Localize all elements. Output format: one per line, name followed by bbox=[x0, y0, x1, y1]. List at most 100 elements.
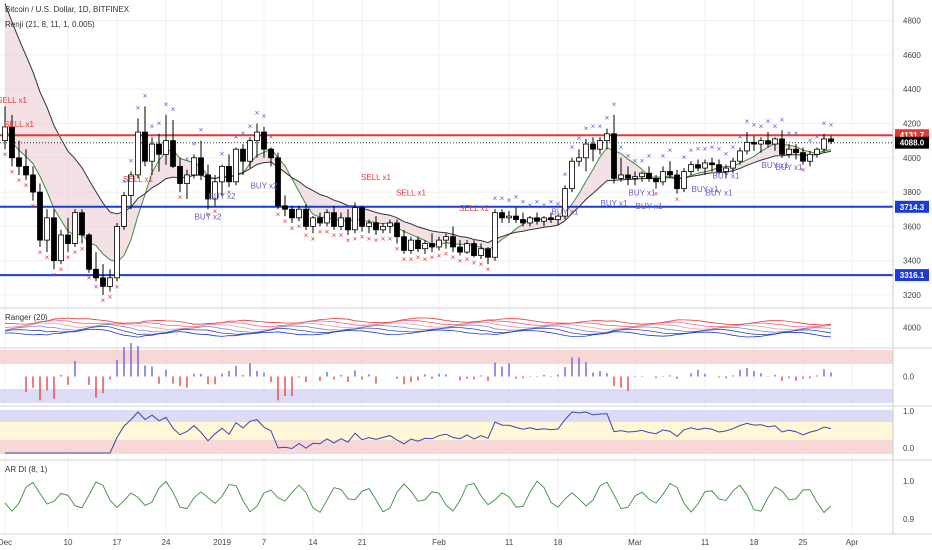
candle[interactable] bbox=[296, 205, 302, 222]
candle[interactable] bbox=[345, 209, 351, 235]
candle[interactable] bbox=[471, 240, 477, 258]
candle[interactable] bbox=[177, 157, 183, 193]
candle[interactable] bbox=[562, 185, 568, 220]
candle[interactable] bbox=[506, 210, 512, 223]
candle[interactable] bbox=[429, 233, 435, 253]
candle[interactable] bbox=[303, 204, 309, 230]
candle[interactable] bbox=[597, 137, 603, 155]
candle[interactable] bbox=[520, 212, 526, 227]
candle[interactable] bbox=[373, 216, 379, 235]
candle[interactable] bbox=[709, 157, 715, 172]
candle[interactable] bbox=[310, 216, 316, 234]
candle[interactable] bbox=[408, 236, 414, 254]
candle[interactable] bbox=[128, 171, 134, 210]
candle[interactable] bbox=[107, 269, 113, 292]
candle[interactable] bbox=[807, 150, 813, 167]
candle[interactable] bbox=[415, 236, 421, 253]
candle[interactable] bbox=[576, 149, 582, 167]
candle[interactable] bbox=[744, 132, 750, 155]
candle[interactable] bbox=[233, 147, 239, 186]
candle[interactable] bbox=[793, 144, 799, 160]
candle[interactable] bbox=[548, 212, 554, 223]
candle[interactable] bbox=[387, 219, 393, 234]
candle[interactable] bbox=[247, 137, 253, 169]
candle[interactable] bbox=[240, 144, 246, 175]
candle[interactable] bbox=[667, 161, 673, 179]
candle[interactable] bbox=[282, 195, 288, 217]
candle[interactable] bbox=[555, 214, 561, 225]
candle[interactable] bbox=[513, 207, 519, 223]
candle[interactable] bbox=[219, 164, 225, 196]
candle[interactable] bbox=[478, 243, 484, 259]
candle[interactable] bbox=[121, 192, 127, 230]
candle[interactable] bbox=[79, 209, 85, 244]
candle[interactable] bbox=[800, 147, 806, 165]
candle[interactable] bbox=[366, 219, 372, 234]
candle[interactable] bbox=[618, 157, 624, 182]
candle[interactable] bbox=[828, 135, 834, 145]
candle[interactable] bbox=[163, 114, 169, 165]
candle[interactable] bbox=[604, 128, 610, 150]
candle[interactable] bbox=[331, 205, 337, 230]
candle[interactable] bbox=[688, 161, 694, 175]
candle[interactable] bbox=[639, 171, 645, 182]
candle[interactable] bbox=[156, 133, 162, 172]
candle[interactable] bbox=[450, 226, 456, 253]
candle[interactable] bbox=[702, 159, 708, 175]
candle[interactable] bbox=[2, 106, 8, 150]
candle[interactable] bbox=[86, 233, 92, 273]
candle[interactable] bbox=[380, 222, 386, 234]
candle[interactable] bbox=[590, 137, 596, 162]
candle[interactable] bbox=[436, 236, 442, 251]
candle[interactable] bbox=[149, 137, 155, 175]
candle[interactable] bbox=[814, 147, 820, 158]
candle[interactable] bbox=[170, 120, 176, 169]
candle[interactable] bbox=[751, 135, 757, 151]
candle[interactable] bbox=[23, 149, 29, 181]
candle[interactable] bbox=[226, 154, 232, 187]
candle[interactable] bbox=[275, 152, 281, 210]
candle[interactable] bbox=[184, 169, 190, 199]
candle[interactable] bbox=[660, 166, 666, 186]
candle[interactable] bbox=[16, 140, 22, 175]
candle[interactable] bbox=[730, 157, 736, 174]
candle[interactable] bbox=[758, 137, 764, 153]
candle[interactable] bbox=[352, 202, 358, 234]
candle[interactable] bbox=[359, 205, 365, 232]
candle[interactable] bbox=[100, 264, 106, 295]
candle[interactable] bbox=[499, 209, 505, 223]
candle[interactable] bbox=[317, 212, 323, 227]
candle[interactable] bbox=[632, 171, 638, 186]
candle[interactable] bbox=[457, 240, 463, 256]
candle[interactable] bbox=[443, 233, 449, 249]
candle[interactable] bbox=[268, 147, 274, 167]
candle[interactable] bbox=[422, 240, 428, 254]
candle[interactable] bbox=[611, 114, 617, 184]
candle[interactable] bbox=[464, 240, 470, 254]
candle[interactable] bbox=[58, 229, 64, 265]
candle[interactable] bbox=[44, 209, 50, 253]
candle[interactable] bbox=[492, 209, 498, 261]
candle[interactable] bbox=[9, 114, 15, 167]
candle[interactable] bbox=[65, 217, 71, 253]
candle[interactable] bbox=[681, 168, 687, 193]
candle[interactable] bbox=[674, 169, 680, 194]
candle[interactable] bbox=[541, 216, 547, 227]
candle[interactable] bbox=[569, 157, 575, 193]
candle[interactable] bbox=[51, 209, 57, 270]
candle[interactable] bbox=[737, 147, 743, 165]
candle[interactable] bbox=[534, 212, 540, 225]
candle[interactable] bbox=[198, 140, 204, 181]
candle[interactable] bbox=[72, 209, 78, 247]
candle[interactable] bbox=[324, 209, 330, 227]
candle[interactable] bbox=[485, 246, 491, 265]
candle[interactable] bbox=[338, 212, 344, 230]
candle[interactable] bbox=[254, 123, 260, 158]
candle[interactable] bbox=[191, 154, 197, 179]
candle[interactable] bbox=[695, 159, 701, 172]
candle[interactable] bbox=[114, 222, 120, 282]
candle[interactable] bbox=[527, 216, 533, 227]
candle[interactable] bbox=[30, 166, 36, 201]
candle[interactable] bbox=[401, 229, 407, 254]
